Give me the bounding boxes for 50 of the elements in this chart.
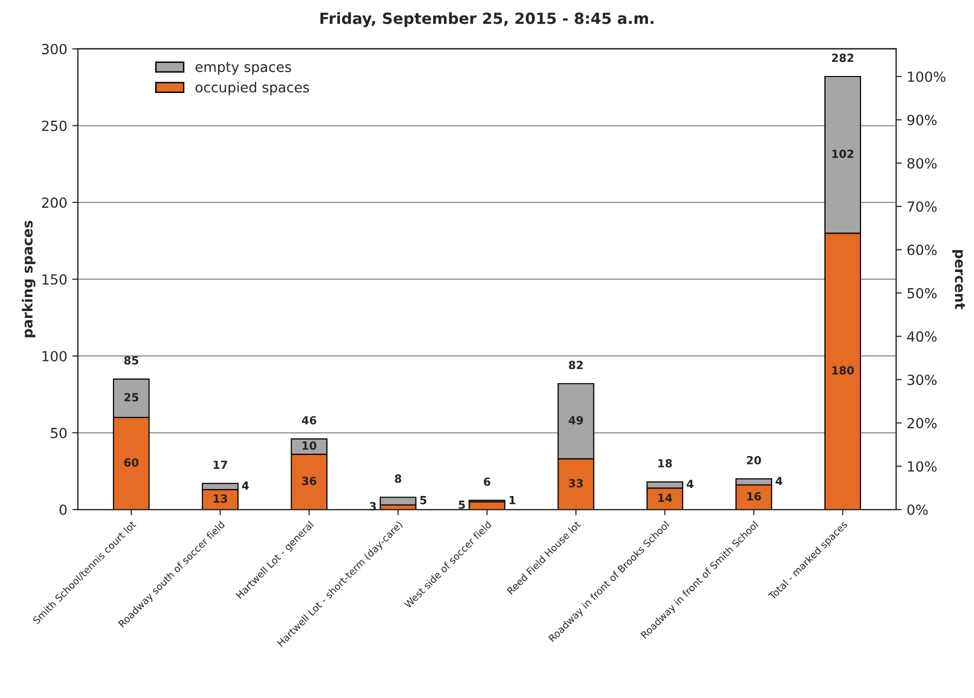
data-label: 25 — [124, 393, 138, 402]
data-label: 4 — [686, 480, 694, 488]
data-label: 16 — [747, 492, 761, 500]
data-label: 49 — [568, 416, 583, 424]
total-label: 85 — [124, 356, 138, 365]
total-label: 20 — [746, 456, 761, 464]
y-tick-label: 150 — [42, 274, 67, 285]
total-label: 6 — [484, 477, 490, 486]
data-label: 4 — [242, 481, 249, 490]
data-label: 180 — [832, 366, 854, 375]
y-tick-label: 50 — [50, 428, 67, 438]
total-label: 8 — [394, 474, 402, 483]
total-label: 82 — [568, 360, 583, 370]
y-axis-title: parking spaces — [22, 220, 36, 338]
total-label: 18 — [658, 459, 672, 468]
data-label: 33 — [568, 479, 583, 488]
data-label: 5 — [420, 496, 426, 504]
data-label: 36 — [302, 476, 316, 486]
y2-tick-label: 0% — [907, 504, 928, 516]
total-label: 282 — [832, 54, 854, 62]
y-tick-label: 100 — [42, 350, 67, 362]
data-label: 1 — [510, 496, 516, 504]
y-tick-label: 0 — [60, 504, 67, 516]
y2-tick-label: 90% — [907, 114, 937, 126]
bar — [380, 496, 416, 506]
y2-tick-label: 40% — [907, 331, 937, 342]
y2-axis-title: percent — [952, 250, 965, 310]
y2-tick-label: 80% — [907, 158, 937, 169]
legend-label: occupied spaces — [196, 82, 310, 96]
total-label: 17 — [214, 460, 228, 469]
total-label: 46 — [302, 416, 316, 424]
data-label: 4 — [776, 476, 782, 485]
y2-tick-label: 50% — [908, 288, 937, 298]
y2-tick-label: 60% — [907, 244, 937, 256]
y2-tick-label: 100% — [908, 71, 946, 82]
data-label: 5 — [458, 500, 465, 509]
data-label: 102 — [832, 150, 854, 158]
legend-label: empty spaces — [196, 62, 292, 75]
y-tick-label: 250 — [42, 120, 67, 132]
y-tick-label: 300 — [42, 44, 67, 54]
y2-tick-label: 30% — [908, 374, 937, 386]
y2-tick-label: 10% — [908, 461, 937, 472]
y2-tick-label: 20% — [908, 418, 937, 428]
data-label: 60 — [124, 458, 138, 467]
data-label: 13 — [214, 494, 228, 503]
y-tick-label: 200 — [42, 197, 67, 208]
chart-title: Friday, September 25, 2015 - 8:45 a.m. — [320, 12, 654, 28]
data-label: 10 — [302, 441, 316, 450]
y2-tick-label: 70% — [908, 201, 937, 212]
data-label: 14 — [658, 494, 672, 502]
